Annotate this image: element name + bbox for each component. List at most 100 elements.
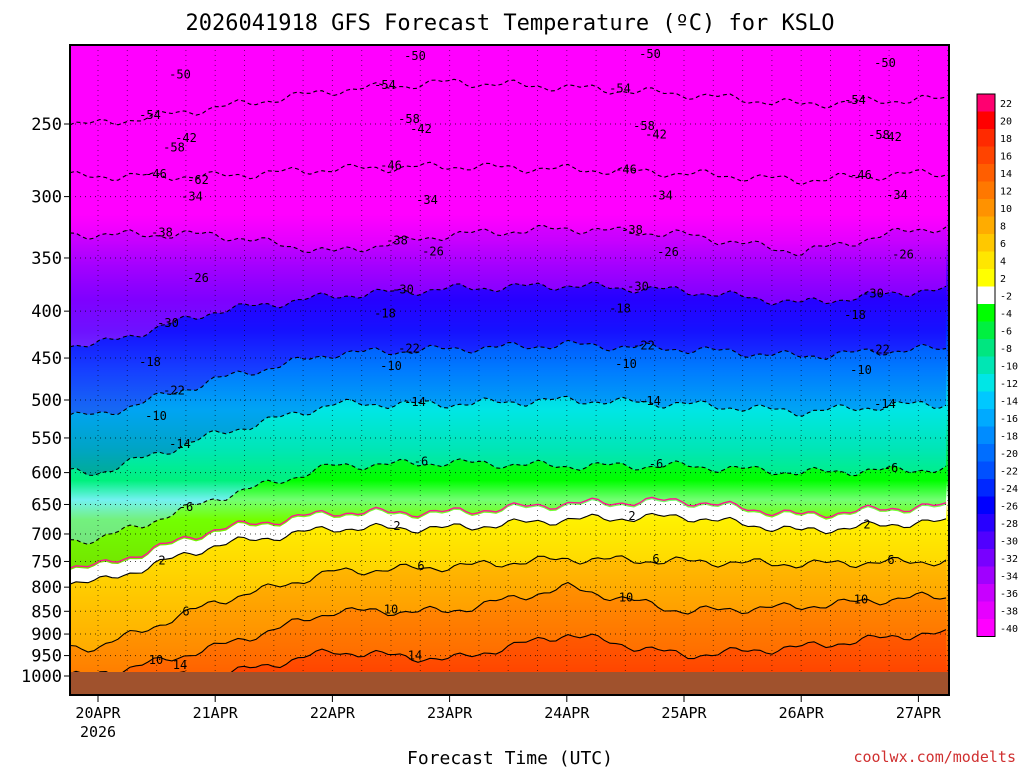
colorbar-label: -32 — [1000, 554, 1018, 565]
temperature-band — [70, 340, 946, 476]
colorbar-swatch — [977, 339, 995, 357]
contour-label: -14 — [639, 394, 661, 408]
colorbar-swatch — [977, 479, 995, 497]
y-tick-label: 400 — [31, 302, 62, 322]
contour-label: -34 — [181, 190, 203, 204]
contour-label: -46 — [615, 162, 637, 176]
contour-label: -34 — [886, 188, 908, 202]
contour-label: -26 — [657, 245, 679, 259]
freezing-band — [70, 499, 946, 585]
colorbar-swatch — [977, 111, 995, 129]
y-tick-label: 600 — [31, 464, 62, 484]
colorbar: 22 20 18 16 14 12 10 8 6 4 2 -2 -4 -6 -8 -10 -12 -14 -16 -1… — [976, 93, 1018, 637]
colorbar-swatch — [977, 566, 995, 584]
contour-label: -38 — [386, 234, 408, 248]
colorbar-label: 18 — [1000, 134, 1012, 145]
y-tick-label: 500 — [31, 391, 62, 411]
contour-label: -22 — [868, 343, 890, 357]
contour-label: -22 — [398, 342, 420, 356]
contour-label: -14 — [169, 437, 191, 451]
y-tick-label: 1000 — [21, 667, 62, 687]
colorbar-swatch — [977, 129, 995, 147]
contour-label: -54 — [139, 108, 161, 122]
colorbar-swatch — [977, 94, 995, 112]
contour-label: -62 — [187, 173, 209, 187]
x-tick-label: 26APR — [779, 704, 825, 722]
x-tick-label: 21APR — [193, 704, 239, 722]
x-tick-label: 25APR — [661, 704, 707, 722]
contour-label: -46 — [380, 159, 402, 173]
colorbar-swatch — [977, 374, 995, 392]
colorbar-swatch — [977, 216, 995, 234]
y-tick-label: 350 — [31, 249, 62, 269]
colorbar-swatch — [977, 164, 995, 182]
contour-label: -46 — [145, 167, 167, 181]
colorbar-swatch — [977, 549, 995, 567]
contour-label: -6 — [179, 500, 193, 514]
colorbar-swatch — [977, 514, 995, 532]
y-tick-label: 550 — [31, 429, 62, 449]
colorbar-swatch — [977, 181, 995, 199]
contour-label: -58 — [163, 141, 185, 155]
contour-label: 10 — [619, 591, 633, 605]
colorbar-swatch — [977, 234, 995, 252]
contour-label: -50 — [639, 47, 661, 61]
contour-label: -18 — [139, 355, 161, 369]
contour-label: 14 — [408, 648, 422, 662]
colorbar-label: -14 — [1000, 396, 1018, 407]
colorbar-swatch — [977, 444, 995, 462]
colorbar-label: 6 — [1000, 239, 1006, 250]
contour-label: -42 — [645, 127, 667, 141]
colorbar-label: -28 — [1000, 519, 1018, 530]
contour-label: -18 — [844, 308, 866, 322]
colorbar-label: -40 — [1000, 624, 1018, 635]
contour-label: -14 — [404, 395, 426, 409]
isotherm-line — [70, 78, 947, 126]
colorbar-swatch — [977, 286, 995, 304]
isotherm-line — [70, 395, 947, 476]
contour-label: -22 — [633, 339, 655, 353]
contour-label: -30 — [862, 287, 884, 301]
colorbar-swatch — [977, 601, 995, 619]
y-tick-label: 750 — [31, 552, 62, 572]
contour-label: -30 — [627, 280, 649, 294]
colorbar-swatch — [977, 251, 995, 269]
isotherm-line — [70, 161, 947, 186]
colorbar-label: 10 — [1000, 204, 1012, 215]
isotherm-line — [70, 512, 947, 585]
contour-label: -58 — [398, 112, 420, 126]
colorbar-label: -26 — [1000, 501, 1018, 512]
isotherm-line — [70, 555, 947, 653]
colorbar-swatch — [977, 269, 995, 287]
contour-label: -54 — [374, 78, 396, 92]
contour-label: -34 — [416, 193, 438, 207]
temperature-band — [70, 458, 946, 585]
x-tick-label: 23APR — [427, 704, 473, 722]
colorbar-swatch — [977, 426, 995, 444]
temperature-band — [70, 282, 946, 415]
y-tick-label: 950 — [31, 647, 62, 667]
isotherm-line — [70, 281, 947, 348]
x-tick-label: 24APR — [544, 704, 590, 722]
contour-label: -42 — [175, 131, 197, 145]
contour-label: 10 — [149, 653, 163, 667]
plot-frame — [69, 44, 950, 696]
colorbar-label: 20 — [1000, 116, 1012, 127]
y-tick-label: 900 — [31, 625, 62, 645]
contour-label: -54 — [844, 93, 866, 107]
contour-label: 2 — [628, 509, 635, 523]
colorbar-swatch — [977, 146, 995, 164]
colorbar-label: -2 — [1000, 291, 1012, 302]
colorbar-label: -34 — [1000, 571, 1018, 582]
colorbar-swatch — [977, 584, 995, 602]
plot-area: -62-58-58 -58-58-54-54 -54-54-50-50 -50-50-… — [69, 44, 950, 696]
y-tick-label: 800 — [31, 578, 62, 598]
x-axis: 20APR 21APR 22APR 23APR 24APR 25APR 26APR 27APR — [75, 695, 942, 722]
x-tick-label: 27APR — [896, 704, 942, 722]
contour-label: -58 — [633, 119, 655, 133]
colorbar-label: -30 — [1000, 536, 1018, 547]
contour-label: -6 — [414, 454, 428, 468]
x-axis-label: Forecast Time (UTC) — [407, 748, 613, 768]
contour-label: -50 — [874, 56, 896, 70]
